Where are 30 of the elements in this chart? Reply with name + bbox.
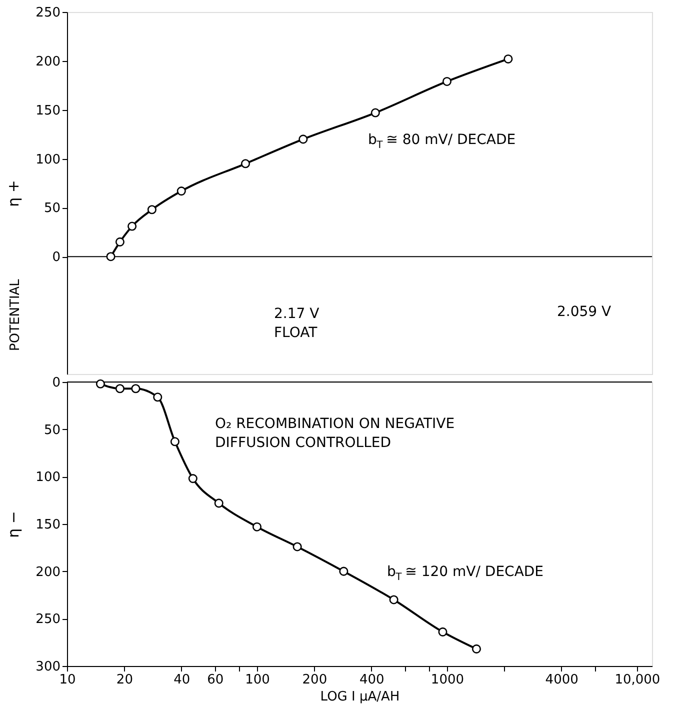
y-tick-label: 250 [36, 6, 60, 20]
x-axis-title: LOG I μA/AH [320, 690, 400, 704]
annotation: 2.059 V [557, 304, 612, 320]
y-tick-label: 200 [36, 564, 60, 580]
y-axis-title: η − [4, 511, 23, 538]
x-tick-label: 20 [116, 672, 133, 688]
y-tick-label: 0 [52, 376, 60, 390]
x-tick-label: 400 [359, 672, 384, 688]
x-tick-label: 40 [174, 672, 190, 688]
y-tick-label: 200 [36, 54, 60, 70]
y-tick-label: 0 [52, 250, 60, 266]
y-tick-label: 150 [36, 103, 60, 118]
y-tick-label: 50 [44, 422, 60, 438]
annotation: O₂ RECOMBINATION ON NEGATIVE DIFFUSION CONTROLLED [215, 416, 455, 451]
y-tick-label: 50 [44, 201, 60, 216]
y-tick-label: 300 [36, 660, 60, 674]
x-tick-label: 100 [245, 672, 270, 688]
annotation: 2.17 V FLOAT [274, 306, 320, 341]
x-tick-label: 60 [207, 672, 224, 688]
y-tick-label: 150 [36, 518, 60, 532]
x-tick-label: 10 [59, 672, 76, 688]
y-tick-label: 100 [36, 152, 60, 168]
text: POTENTIAL [8, 278, 23, 351]
y-tick-label: 100 [36, 470, 60, 486]
y-axis-title: η + [4, 180, 23, 207]
x-tick-label: 1000 [430, 672, 464, 688]
x-tick-label: 10,000 [614, 672, 660, 688]
y-tick-label: 250 [36, 612, 60, 628]
x-tick-label: 4000 [545, 672, 578, 688]
x-tick-label: 200 [302, 672, 328, 688]
